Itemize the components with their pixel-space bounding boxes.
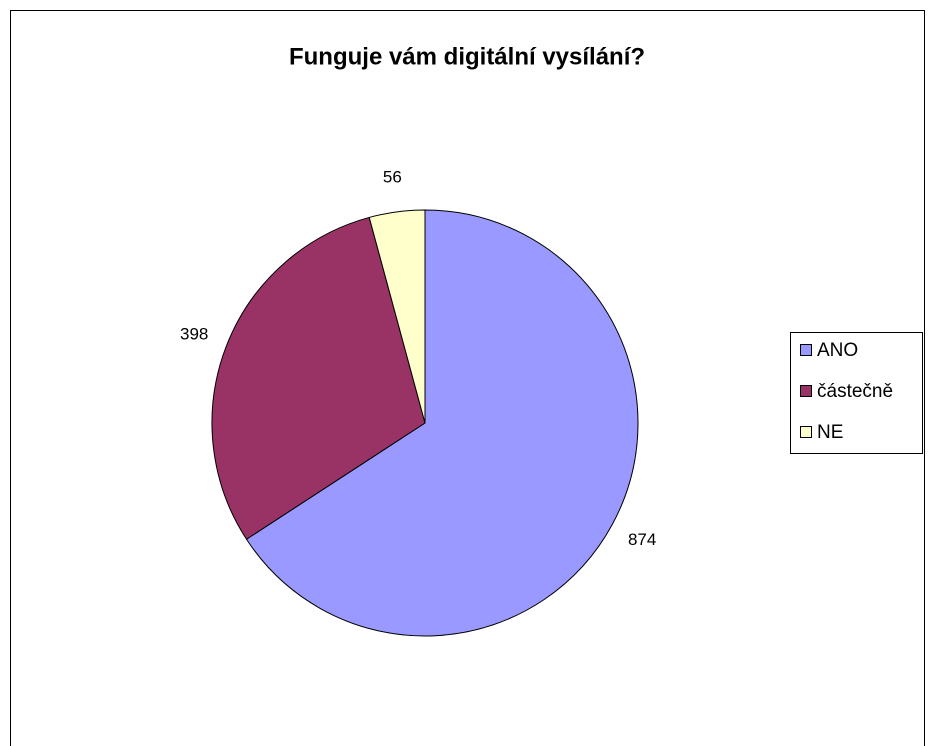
- data-label: 56: [383, 168, 402, 187]
- legend-swatch: [800, 426, 812, 438]
- legend: [790, 332, 923, 454]
- chart-title: Funguje vám digitální vysílání?: [289, 43, 645, 70]
- pie-slice: [368, 209, 426, 424]
- legend-label: ANO: [817, 340, 858, 361]
- pie-slice: [245, 209, 639, 637]
- data-label: 874: [628, 530, 656, 549]
- legend-label: NE: [817, 422, 843, 443]
- pie-slice: [211, 216, 426, 540]
- legend-swatch: [800, 344, 812, 356]
- data-label: 398: [180, 324, 208, 343]
- legend-swatch: [800, 385, 812, 397]
- legend-label: částečně: [817, 381, 893, 402]
